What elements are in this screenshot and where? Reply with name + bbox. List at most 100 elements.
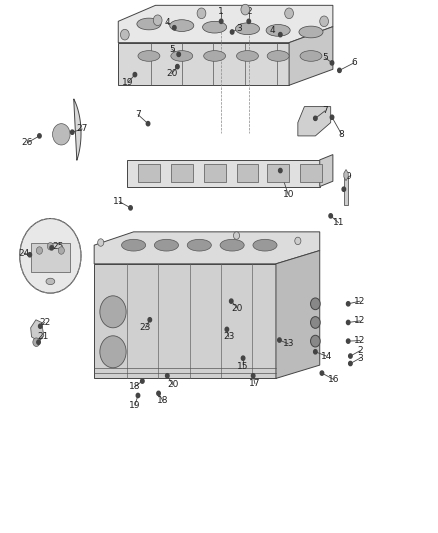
Ellipse shape bbox=[235, 23, 259, 35]
Circle shape bbox=[320, 371, 324, 375]
Text: 26: 26 bbox=[21, 139, 33, 147]
Circle shape bbox=[176, 64, 179, 69]
Circle shape bbox=[230, 30, 234, 34]
Circle shape bbox=[251, 374, 255, 378]
Text: 3: 3 bbox=[237, 24, 243, 33]
Ellipse shape bbox=[138, 51, 160, 61]
Circle shape bbox=[173, 26, 176, 30]
Circle shape bbox=[278, 338, 281, 342]
Ellipse shape bbox=[220, 239, 244, 251]
Ellipse shape bbox=[171, 51, 193, 61]
Circle shape bbox=[219, 19, 223, 23]
Text: 6: 6 bbox=[351, 59, 357, 67]
Polygon shape bbox=[320, 155, 333, 187]
Text: 12: 12 bbox=[354, 317, 366, 325]
Ellipse shape bbox=[137, 18, 161, 30]
Text: 23: 23 bbox=[140, 324, 151, 332]
Text: 21: 21 bbox=[37, 333, 49, 341]
Bar bbox=[300, 164, 322, 182]
Circle shape bbox=[314, 350, 317, 354]
Ellipse shape bbox=[237, 51, 258, 61]
Circle shape bbox=[33, 338, 40, 346]
Circle shape bbox=[148, 318, 152, 322]
Circle shape bbox=[157, 391, 160, 395]
Text: 11: 11 bbox=[113, 197, 125, 206]
Text: 13: 13 bbox=[283, 340, 294, 348]
Circle shape bbox=[38, 134, 41, 138]
Polygon shape bbox=[127, 160, 320, 187]
Text: 15: 15 bbox=[237, 362, 249, 371]
Circle shape bbox=[346, 339, 350, 343]
Circle shape bbox=[53, 124, 70, 145]
Circle shape bbox=[314, 116, 317, 120]
Circle shape bbox=[133, 72, 137, 77]
Polygon shape bbox=[94, 232, 320, 264]
Circle shape bbox=[295, 237, 301, 245]
Circle shape bbox=[98, 239, 104, 246]
Bar bbox=[204, 164, 226, 182]
Circle shape bbox=[100, 336, 126, 368]
Bar bbox=[138, 164, 160, 182]
Text: 19: 19 bbox=[122, 78, 134, 87]
Ellipse shape bbox=[204, 51, 226, 61]
Circle shape bbox=[279, 168, 282, 173]
Text: 16: 16 bbox=[328, 375, 339, 384]
Ellipse shape bbox=[253, 239, 277, 251]
Circle shape bbox=[225, 327, 229, 332]
Circle shape bbox=[136, 393, 140, 398]
Circle shape bbox=[346, 320, 350, 325]
Text: 2: 2 bbox=[357, 346, 363, 355]
Circle shape bbox=[330, 61, 334, 65]
Circle shape bbox=[36, 247, 42, 254]
Circle shape bbox=[153, 15, 162, 26]
Circle shape bbox=[37, 340, 40, 344]
Ellipse shape bbox=[311, 317, 320, 328]
Polygon shape bbox=[344, 169, 348, 181]
Text: 8: 8 bbox=[339, 130, 345, 139]
Circle shape bbox=[241, 4, 250, 15]
Circle shape bbox=[329, 214, 332, 218]
Text: 7: 7 bbox=[135, 110, 141, 119]
Text: 12: 12 bbox=[354, 336, 366, 345]
Circle shape bbox=[349, 361, 352, 366]
Text: 3: 3 bbox=[357, 354, 363, 362]
Ellipse shape bbox=[299, 26, 323, 38]
Text: 24: 24 bbox=[18, 249, 30, 257]
Text: 17: 17 bbox=[249, 379, 261, 388]
Text: 11: 11 bbox=[333, 219, 344, 227]
Text: 20: 20 bbox=[232, 304, 243, 312]
Text: 2: 2 bbox=[246, 7, 251, 16]
Ellipse shape bbox=[187, 239, 211, 251]
Text: 23: 23 bbox=[223, 333, 234, 341]
Circle shape bbox=[20, 219, 81, 293]
Polygon shape bbox=[118, 5, 333, 43]
Circle shape bbox=[349, 354, 352, 358]
Ellipse shape bbox=[266, 25, 290, 36]
Circle shape bbox=[50, 246, 53, 250]
Text: 22: 22 bbox=[39, 318, 50, 327]
Circle shape bbox=[197, 8, 206, 19]
Circle shape bbox=[177, 52, 180, 56]
Text: 20: 20 bbox=[167, 381, 179, 389]
Text: 20: 20 bbox=[166, 69, 177, 78]
Polygon shape bbox=[31, 320, 44, 341]
Ellipse shape bbox=[121, 239, 145, 251]
Circle shape bbox=[28, 253, 32, 257]
Ellipse shape bbox=[202, 21, 227, 33]
Ellipse shape bbox=[267, 51, 289, 61]
Bar bbox=[237, 164, 258, 182]
Circle shape bbox=[338, 68, 341, 72]
Text: 27: 27 bbox=[77, 125, 88, 133]
Text: 7: 7 bbox=[322, 107, 328, 115]
Polygon shape bbox=[94, 264, 276, 378]
Text: 18: 18 bbox=[157, 397, 169, 405]
Text: 4: 4 bbox=[165, 18, 170, 27]
Polygon shape bbox=[289, 27, 333, 85]
Ellipse shape bbox=[170, 20, 194, 31]
Text: 5: 5 bbox=[169, 45, 175, 53]
Circle shape bbox=[233, 232, 240, 239]
Polygon shape bbox=[118, 43, 289, 85]
Circle shape bbox=[285, 8, 293, 19]
Polygon shape bbox=[298, 107, 331, 136]
Polygon shape bbox=[74, 99, 81, 160]
